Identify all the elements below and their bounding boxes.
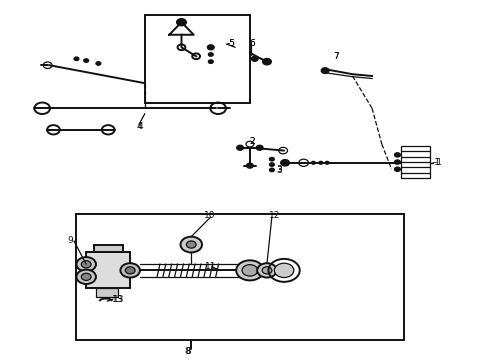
Circle shape [74,57,79,60]
Text: 4: 4 [137,122,142,131]
Text: 2: 2 [249,137,254,146]
Text: 8: 8 [184,347,190,356]
Circle shape [186,241,196,248]
Circle shape [96,62,101,65]
Circle shape [319,161,323,164]
Circle shape [207,45,214,50]
Circle shape [176,19,186,26]
Text: 12: 12 [269,211,280,220]
Text: -1: -1 [432,158,441,167]
Text: -1: -1 [433,158,442,167]
Text: 7: 7 [333,53,339,62]
Bar [94,244,123,252]
Text: 13: 13 [112,294,123,303]
Text: 13: 13 [113,294,124,303]
Circle shape [281,159,290,166]
Circle shape [394,160,400,164]
Circle shape [208,53,213,56]
Circle shape [125,267,135,274]
Text: 6: 6 [249,39,255,48]
Text: 2: 2 [249,137,255,146]
Circle shape [394,153,400,157]
Circle shape [76,270,96,284]
Text: 6: 6 [249,39,255,48]
Circle shape [236,260,264,280]
Circle shape [76,257,96,271]
Circle shape [180,237,202,252]
Circle shape [237,145,244,150]
Bar [96,288,118,297]
Bar [76,214,404,339]
Text: -5: -5 [226,39,235,48]
Circle shape [208,60,213,63]
Text: 9: 9 [67,237,73,246]
Circle shape [256,145,263,150]
Text: 3: 3 [277,165,283,174]
Circle shape [262,267,272,274]
Text: 7: 7 [333,52,339,61]
Text: 11: 11 [205,262,217,271]
Circle shape [263,58,271,65]
Circle shape [257,263,277,278]
Circle shape [274,263,294,278]
Circle shape [81,261,91,268]
Circle shape [121,263,140,278]
Circle shape [81,273,91,280]
Bar [145,15,250,103]
Text: 8: 8 [185,347,191,356]
Text: -5: -5 [226,39,235,48]
Circle shape [312,161,316,164]
Bar [401,146,430,178]
Circle shape [270,163,274,166]
Bar [86,252,130,288]
Text: 4: 4 [138,122,143,131]
Text: 10: 10 [203,211,215,220]
Circle shape [270,157,274,161]
Circle shape [242,265,258,276]
Circle shape [394,167,400,171]
Text: 3: 3 [276,166,282,175]
Circle shape [270,168,274,172]
Circle shape [251,56,258,61]
Circle shape [246,163,253,168]
Circle shape [321,68,329,73]
Circle shape [325,161,329,164]
Circle shape [84,59,89,62]
